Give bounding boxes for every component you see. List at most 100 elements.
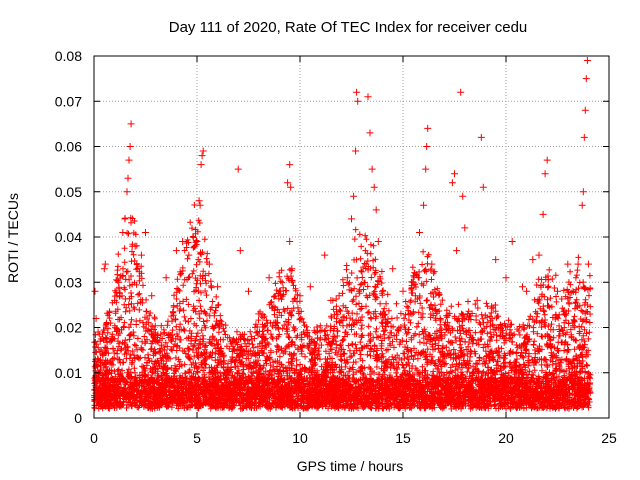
y-tick-labels: 0 0.01 0.02 0.03 0.04 0.05 0.06 0.07 0.08 xyxy=(55,48,82,426)
y-tick-label: 0 xyxy=(74,410,82,426)
data-point xyxy=(121,215,129,223)
data-point xyxy=(306,283,314,291)
data-point xyxy=(148,292,156,300)
data-point xyxy=(479,183,487,191)
data-point xyxy=(436,315,444,322)
data-point xyxy=(96,337,104,345)
x-tick-label: 5 xyxy=(193,430,201,446)
data-point xyxy=(137,251,145,259)
data-point xyxy=(288,265,296,273)
data-point xyxy=(234,165,242,173)
data-point xyxy=(179,238,187,245)
data-point xyxy=(366,129,374,137)
data-point xyxy=(541,170,549,178)
data-point xyxy=(199,147,207,155)
data-point xyxy=(451,170,458,178)
data-point xyxy=(131,242,139,250)
data-point xyxy=(564,260,572,268)
y-tick-label: 0.04 xyxy=(55,229,82,245)
grid-lines xyxy=(94,56,609,418)
y-tick-label: 0.03 xyxy=(55,274,82,290)
data-point xyxy=(389,265,397,273)
data-point xyxy=(265,274,273,282)
data-point xyxy=(529,256,537,264)
data-point xyxy=(172,247,180,255)
y-tick-label: 0.05 xyxy=(55,184,82,200)
y-tick-label: 0.08 xyxy=(55,48,82,64)
y-tick-label: 0.06 xyxy=(55,139,82,155)
data-point xyxy=(423,143,431,150)
data-point xyxy=(321,251,329,259)
data-point xyxy=(461,224,469,232)
data-point xyxy=(422,165,430,173)
data-point xyxy=(581,106,589,114)
data-point xyxy=(578,201,586,209)
data-point xyxy=(197,161,205,169)
data-point xyxy=(196,201,204,209)
data-point xyxy=(372,206,380,214)
plot-frame xyxy=(93,55,610,419)
data-point xyxy=(191,242,199,250)
data-point xyxy=(473,296,481,304)
data-point xyxy=(214,283,222,291)
data-point xyxy=(353,88,361,96)
data-point xyxy=(574,260,582,268)
data-point xyxy=(115,278,123,286)
data-point xyxy=(409,278,417,286)
data-point xyxy=(286,238,294,245)
data-point xyxy=(335,292,343,300)
data-point xyxy=(327,296,335,304)
data-point xyxy=(245,287,252,295)
data-point xyxy=(91,287,99,295)
data-point xyxy=(579,188,587,196)
data-point xyxy=(428,260,436,268)
data-point xyxy=(100,265,108,273)
data-point xyxy=(101,260,109,268)
data-point xyxy=(119,229,127,236)
data-point xyxy=(457,88,465,96)
data-point xyxy=(502,274,510,282)
data-point xyxy=(580,133,588,141)
data-point xyxy=(124,174,132,182)
data-point xyxy=(142,229,149,236)
data-point xyxy=(535,251,543,259)
data-point xyxy=(352,147,360,155)
data-point xyxy=(195,197,203,205)
data-point xyxy=(584,260,592,268)
data-point xyxy=(193,238,201,245)
data-point xyxy=(94,328,102,336)
data-point xyxy=(275,287,283,295)
data-point xyxy=(205,260,213,268)
data-point xyxy=(284,179,292,187)
data-point xyxy=(111,296,119,304)
data-point xyxy=(420,201,428,209)
data-point xyxy=(448,179,456,187)
data-point xyxy=(127,120,135,128)
data-point xyxy=(399,287,407,295)
data-point xyxy=(126,143,134,150)
data-point xyxy=(554,287,561,295)
data-point xyxy=(583,57,591,64)
data-point xyxy=(236,247,244,255)
data-point xyxy=(492,256,500,264)
y-axis-label: ROTI / TECUs xyxy=(5,193,21,283)
data-point xyxy=(364,93,372,101)
data-points-dense xyxy=(91,202,594,412)
x-tick-label: 0 xyxy=(90,430,98,446)
data-point xyxy=(354,97,362,105)
data-point xyxy=(348,215,355,223)
x-tick-label: 25 xyxy=(601,430,617,446)
data-point xyxy=(162,274,170,282)
data-point xyxy=(123,188,131,196)
data-point xyxy=(368,165,376,173)
x-axis-label: GPS time / hours xyxy=(297,458,404,474)
axis-ticks xyxy=(93,55,610,419)
data-point xyxy=(198,152,206,160)
data-point xyxy=(519,283,526,291)
data-point xyxy=(343,274,351,282)
data-point xyxy=(582,75,590,83)
data-point xyxy=(378,287,386,295)
data-point xyxy=(287,183,295,191)
data-point xyxy=(539,210,547,218)
